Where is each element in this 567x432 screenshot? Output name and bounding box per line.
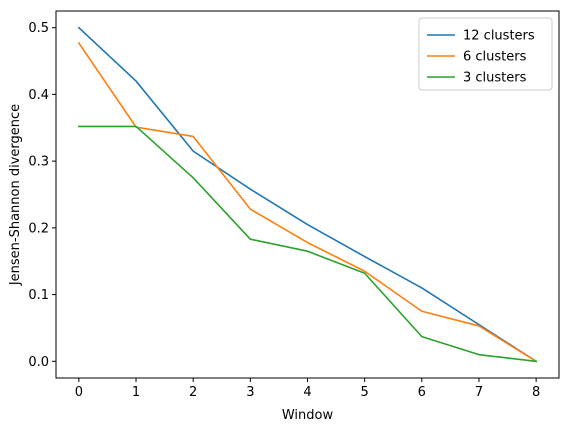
series-line-1 [77,26,538,363]
x-tick-label: 5 [361,385,369,400]
legend-label: 3 clusters [463,71,527,86]
x-tick-label: 0 [75,385,83,400]
y-tick-label: 0.2 [28,221,49,236]
y-tick-label: 0.0 [28,355,49,370]
x-tick-label: 6 [418,385,426,400]
series-line-2 [77,41,538,363]
x-tick-label: 7 [475,385,483,400]
y-axis-label: Jensen-Shannon divergence [8,104,23,286]
x-tick-label: 8 [532,385,540,400]
y-tick-label: 0.5 [28,21,49,36]
y-ticks: 0.0 0.1 0.2 0.3 0.4 0.5 [28,21,56,370]
x-tick-label: 4 [303,385,311,400]
legend-label: 6 clusters [463,50,527,65]
x-axis-label: Window [282,408,334,423]
x-tick-label: 1 [132,385,140,400]
y-tick-label: 0.3 [28,155,49,170]
legend-label: 12 clusters [463,29,535,44]
x-tick-label: 3 [246,385,254,400]
series-line-3 [78,125,538,363]
legend-box [418,17,553,91]
y-tick-label: 0.1 [28,288,49,303]
series-layer [77,26,538,363]
legend: 12 clusters 6 clusters 3 clusters [418,17,553,91]
x-ticks: 0 1 2 3 4 5 6 7 8 [75,378,540,400]
y-tick-label: 0.4 [28,88,49,103]
x-tick-label: 2 [189,385,197,400]
